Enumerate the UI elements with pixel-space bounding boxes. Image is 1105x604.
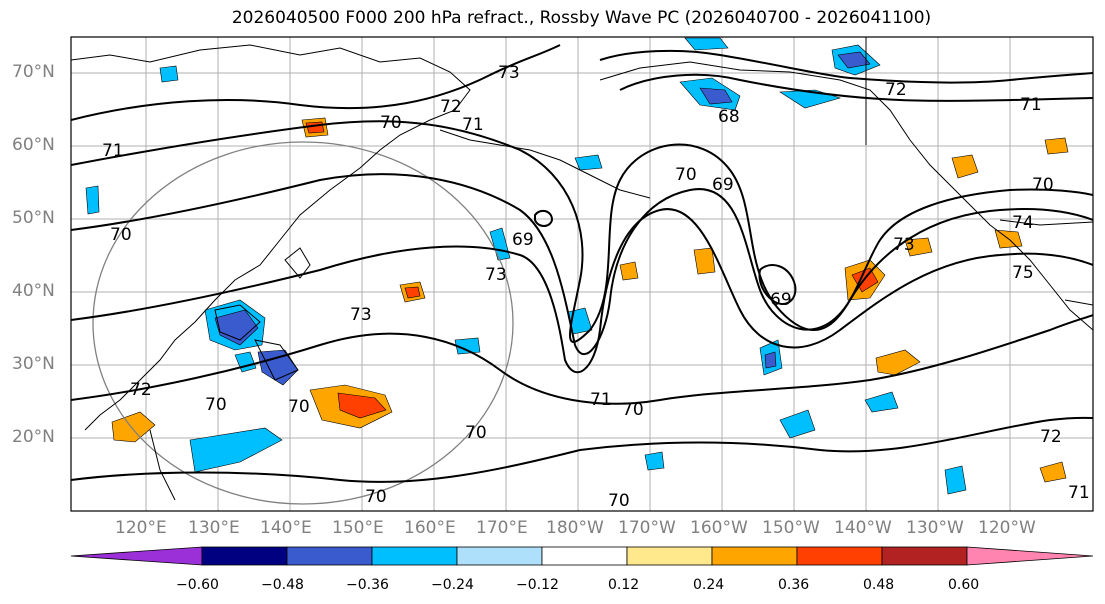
contour-label: 70 <box>380 113 402 133</box>
lat-label-30n: 30°N <box>12 354 55 374</box>
contour-label: 75 <box>1012 263 1034 283</box>
patch-red-4 <box>305 121 325 134</box>
lon-label-170w: 170°W <box>618 518 676 538</box>
patch-blue-17 <box>644 451 665 471</box>
colorbar-tick-label: −0.48 <box>261 577 304 593</box>
lat-label-60n: 60°N <box>12 135 55 155</box>
patch-orange-13 <box>1044 137 1069 155</box>
contour-label: 73 <box>498 63 520 83</box>
contour-label: 70 <box>365 487 387 507</box>
patch-orange-12 <box>1039 461 1067 483</box>
lon-label-140e: 140°E <box>260 518 312 538</box>
colorbar-tick-label: −0.60 <box>176 577 219 593</box>
lat-label-50n: 50°N <box>12 208 55 228</box>
contour-label: 71 <box>1068 483 1090 503</box>
contour-label: 72 <box>440 97 462 117</box>
patch-darkblue-north <box>837 51 871 69</box>
shaded-patches <box>85 37 1069 495</box>
rossby-circle <box>92 141 514 505</box>
contour-label: 72 <box>885 80 907 100</box>
patch-blue-11 <box>944 465 967 495</box>
contour-label: 71 <box>1020 95 1042 115</box>
patch-blue-14 <box>85 185 100 215</box>
contour-label: 74 <box>1012 213 1034 233</box>
patch-orange-4 <box>875 349 921 376</box>
contour-lines <box>71 44 1093 483</box>
colorbar-tick-label: 0.36 <box>778 577 810 593</box>
colorbar-tick-label: −0.36 <box>346 577 389 593</box>
colorbar-tick-label: 0.60 <box>948 577 980 593</box>
patch-orange-10 <box>619 261 639 281</box>
patch-blue-13 <box>574 154 603 171</box>
patch-orange-2 <box>111 411 156 443</box>
contour-label: 71 <box>462 115 484 135</box>
contour-label: 70 <box>288 397 310 417</box>
patch-blue-4 <box>189 427 283 473</box>
patch-blue-12 <box>864 391 899 413</box>
patch-darkblue-japan <box>214 309 259 346</box>
contour-label: 73 <box>893 235 915 255</box>
lat-label-70n: 70°N <box>12 62 55 82</box>
patch-blue-7 <box>779 409 816 439</box>
lon-label-140w: 140°W <box>834 518 892 538</box>
lon-label-120e: 120°E <box>115 518 167 538</box>
contour-label: 70 <box>110 225 132 245</box>
patch-orange-11 <box>693 247 716 275</box>
map-title: 2026040500 F000 200 hPa refract., Rossby… <box>231 8 932 28</box>
lon-label-160w: 160°W <box>690 518 748 538</box>
contour-label: 70 <box>608 491 630 511</box>
contour-label: 69 <box>512 230 534 250</box>
patch-blue-16 <box>454 337 481 355</box>
colorbar-tick-label: 0.48 <box>863 577 895 593</box>
lon-label-130w: 130°W <box>906 518 964 538</box>
lon-label-120w: 120°W <box>978 518 1036 538</box>
contour-label: 73 <box>350 305 372 325</box>
patch-orange-5 <box>951 154 979 179</box>
patch-blue-9 <box>489 227 511 261</box>
lon-label-170e: 170°E <box>476 518 528 538</box>
contour-label: 70 <box>622 400 644 420</box>
lat-label-40n: 40°N <box>12 281 55 301</box>
contour-label: 71 <box>590 390 612 410</box>
patch-red-1 <box>337 392 387 419</box>
contour-label: 70 <box>1032 175 1054 195</box>
lat-label-20n: 20°N <box>12 427 55 447</box>
colorbar-tick-label: −0.12 <box>516 577 559 593</box>
lon-label-160e: 160°E <box>404 518 456 538</box>
colorbar-tick-label: 0.24 <box>693 577 725 593</box>
lon-label-180w: 180°W <box>546 518 604 538</box>
lon-label-150w: 150°W <box>762 518 820 538</box>
map-frame <box>70 36 1094 512</box>
patch-darkblue-8 <box>764 351 777 369</box>
contour-label: 70 <box>675 165 697 185</box>
colorbar-tick-label: −0.24 <box>431 577 474 593</box>
contour-label: 73 <box>485 265 507 285</box>
contour-label: 71 <box>102 141 124 161</box>
patch-red-3 <box>404 286 421 299</box>
patch-blue-15 <box>159 65 179 83</box>
lon-label-150e: 150°E <box>332 518 384 538</box>
contour-label: 69 <box>770 290 792 310</box>
contour-label: 69 <box>712 175 734 195</box>
coastlines <box>71 37 1093 501</box>
patch-darkblue-alaska <box>699 87 733 105</box>
contour-label: 72 <box>130 380 152 400</box>
contour-label: 68 <box>718 107 740 127</box>
colorbar-tick-label: 0.12 <box>608 577 640 593</box>
patch-blue-6 <box>684 37 729 51</box>
contour-label: 70 <box>465 423 487 443</box>
contour-label: 72 <box>1040 427 1062 447</box>
patch-darkblue-2 <box>257 349 299 386</box>
contour-label: 70 <box>205 395 227 415</box>
contour-labels: 73 72 70 71 71 68 72 71 70 69 70 74 73 7… <box>102 63 1090 511</box>
lon-label-130e: 130°E <box>188 518 240 538</box>
patch-orange-6 <box>904 237 933 257</box>
